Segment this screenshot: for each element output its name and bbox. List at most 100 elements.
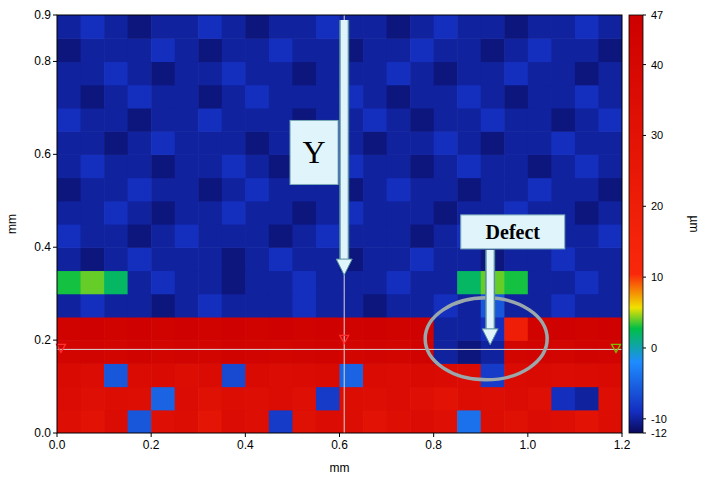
- heat-cell: [410, 178, 434, 202]
- heat-cell: [269, 131, 293, 155]
- heat-cell: [104, 270, 128, 294]
- y-tick: [53, 433, 57, 434]
- x-tick: [622, 433, 623, 437]
- heat-cell: [128, 38, 152, 62]
- heat-cell: [387, 410, 411, 433]
- x-tick: [433, 433, 434, 437]
- heat-cell: [434, 201, 458, 225]
- cursor-marker: [57, 344, 66, 352]
- heat-cell: [151, 387, 175, 411]
- colorbar-tick-label: 30: [651, 129, 663, 141]
- heat-cell: [245, 317, 269, 341]
- heat-cell: [198, 387, 222, 411]
- heat-cell: [387, 317, 411, 341]
- heat-cell: [292, 201, 316, 225]
- heat-cell: [457, 247, 481, 271]
- heat-cell: [222, 247, 246, 271]
- heat-cell: [104, 85, 128, 109]
- heat-cell: [175, 85, 199, 109]
- colorbar-tick: [643, 433, 646, 434]
- heat-cell: [222, 38, 246, 62]
- heat-cell: [434, 154, 458, 178]
- arrow: [341, 20, 348, 259]
- heat-cell: [128, 340, 152, 364]
- heat-cell: [128, 108, 152, 132]
- heat-cell: [128, 224, 152, 248]
- heat-cell: [457, 108, 481, 132]
- heat-cell: [57, 108, 81, 132]
- heat-cell: [410, 38, 434, 62]
- heat-cell: [316, 85, 340, 109]
- heat-cell: [551, 108, 575, 132]
- heat-cell: [434, 270, 458, 294]
- heat-cell: [57, 85, 81, 109]
- heat-cell: [245, 270, 269, 294]
- heat-cell: [245, 201, 269, 225]
- heat-cell: [528, 131, 552, 155]
- heat-cell: [504, 270, 528, 294]
- heat-cell: [387, 224, 411, 248]
- heat-cell: [363, 410, 387, 433]
- heat-cell: [81, 410, 105, 433]
- heat-cell: [175, 15, 199, 39]
- colorbar-tick: [643, 347, 646, 348]
- heat-cell: [434, 387, 458, 411]
- heat-cell: [222, 15, 246, 39]
- heat-cell: [504, 410, 528, 433]
- heat-cell: [528, 108, 552, 132]
- colorbar-tick: [643, 277, 646, 278]
- heat-cell: [363, 224, 387, 248]
- heat-cell: [575, 15, 599, 39]
- heat-cell: [387, 85, 411, 109]
- heat-cell: [598, 201, 622, 225]
- heat-cell: [575, 294, 599, 318]
- heat-cell: [551, 15, 575, 39]
- heat-cell: [104, 154, 128, 178]
- heat-cell: [387, 363, 411, 387]
- colorbar-tick-label: -10: [651, 413, 667, 425]
- heatmap-cells: [57, 15, 622, 433]
- heat-cell: [410, 224, 434, 248]
- heat-cell: [292, 294, 316, 318]
- heat-cell: [151, 363, 175, 387]
- heat-cell: [151, 108, 175, 132]
- y-axis-title: mm: [5, 214, 19, 234]
- colorbar-tick: [643, 135, 646, 136]
- y-tick-label: 0.0: [34, 426, 51, 440]
- heat-cell: [316, 15, 340, 39]
- heat-cell: [598, 61, 622, 85]
- heat-cell: [598, 85, 622, 109]
- colorbar-tick-label: 40: [651, 59, 663, 71]
- heat-cell: [222, 410, 246, 433]
- heat-cell: [434, 38, 458, 62]
- heat-cell: [151, 224, 175, 248]
- heat-cell: [104, 131, 128, 155]
- heat-cell: [269, 317, 293, 341]
- colorbar-tick: [643, 64, 646, 65]
- heat-cell: [269, 340, 293, 364]
- heat-cell: [551, 340, 575, 364]
- heat-cell: [57, 340, 81, 364]
- heat-cell: [434, 108, 458, 132]
- colorbar-tick-label: 10: [651, 271, 663, 283]
- heat-cell: [81, 201, 105, 225]
- arrow: [487, 250, 494, 329]
- heat-cell: [316, 340, 340, 364]
- heat-cell: [151, 317, 175, 341]
- x-tick: [57, 433, 58, 437]
- heat-cell: [316, 61, 340, 85]
- heat-cell: [457, 410, 481, 433]
- heat-cell: [481, 38, 505, 62]
- heat-cell: [104, 387, 128, 411]
- heat-cell: [81, 363, 105, 387]
- heat-cell: [245, 131, 269, 155]
- heat-cell: [222, 154, 246, 178]
- heat-cell: [292, 15, 316, 39]
- heat-cell: [457, 131, 481, 155]
- heat-cell: [198, 340, 222, 364]
- heat-cell: [151, 247, 175, 271]
- heat-cell: [504, 154, 528, 178]
- heat-cell: [434, 61, 458, 85]
- heat-cell: [316, 363, 340, 387]
- heat-cell: [81, 224, 105, 248]
